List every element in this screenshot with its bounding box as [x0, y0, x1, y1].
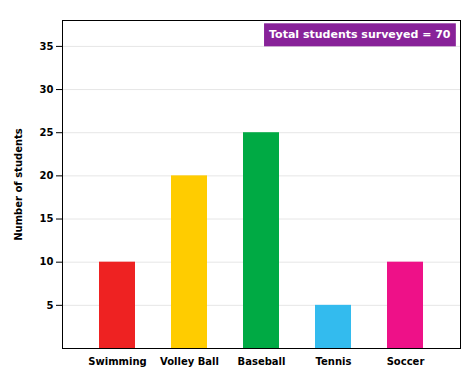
svg-text:5: 5: [47, 300, 54, 311]
svg-text:30: 30: [40, 84, 54, 95]
svg-text:25: 25: [40, 127, 54, 138]
svg-text:35: 35: [40, 41, 54, 52]
svg-text:10: 10: [40, 256, 54, 267]
svg-text:Total students surveyed = 70: Total students surveyed = 70: [269, 28, 451, 41]
svg-text:Volley Ball: Volley Ball: [160, 356, 219, 367]
svg-text:Tennis: Tennis: [316, 356, 352, 367]
svg-text:Soccer: Soccer: [387, 356, 425, 367]
svg-text:15: 15: [40, 213, 54, 224]
svg-text:20: 20: [40, 170, 54, 181]
svg-text:Swimming: Swimming: [88, 356, 146, 367]
svg-text:Number of students: Number of students: [13, 128, 24, 241]
svg-text:Baseball: Baseball: [238, 356, 286, 367]
